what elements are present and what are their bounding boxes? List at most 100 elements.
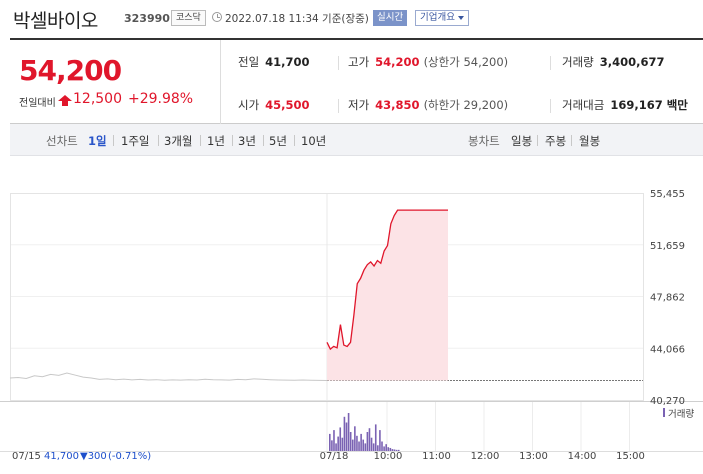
x-tick-label: 11:00 xyxy=(422,451,451,462)
today-price-line xyxy=(326,209,448,351)
divider xyxy=(550,56,551,70)
volume-bar xyxy=(377,445,379,451)
volume-bar xyxy=(331,440,333,451)
volume-bar xyxy=(362,439,365,451)
current-price-box: 54,200 전일대비 12,500 +29.98% xyxy=(10,40,221,124)
line-chart-label: 선차트 xyxy=(46,134,78,148)
y-tick-label: 51,659 xyxy=(650,241,685,252)
prev-day-change: ▼300 xyxy=(80,451,107,462)
volume-bar xyxy=(341,437,344,451)
price-chart[interactable]: 55,455 51,659 47,862 44,066 40,270 07/18 10:00… xyxy=(0,156,703,474)
clock-icon xyxy=(212,12,222,22)
volume-bar xyxy=(370,437,373,451)
period-5y[interactable]: 5년 xyxy=(269,134,287,148)
volume-bar xyxy=(339,427,342,451)
trade-amount: 거래대금 169,167 백만 xyxy=(562,97,688,113)
divider xyxy=(537,135,538,146)
price-summary: 54,200 전일대비 12,500 +29.98% 전일 41,700 고가 54… xyxy=(10,38,703,124)
volume: 거래량 3,400,677 xyxy=(562,54,665,70)
volume-bar xyxy=(356,435,358,451)
high-value: 54,200 xyxy=(375,55,420,69)
x-tick-label: 07/18 xyxy=(320,451,349,462)
period-3m[interactable]: 3개월 xyxy=(164,134,193,148)
plot-frame xyxy=(10,193,644,401)
stock-header: 박셀바이오 323990 코스닥 2022.07.18 11:34 기준(장중)… xyxy=(0,0,703,38)
upper-limit: (상한가 54,200) xyxy=(423,55,509,69)
volume-bar xyxy=(351,439,354,451)
period-1y[interactable]: 1년 xyxy=(207,134,225,148)
divider xyxy=(200,135,201,146)
diff-label: 전일대비 xyxy=(19,98,56,109)
diff-value: 12,500 xyxy=(73,91,122,107)
volume-bar xyxy=(335,443,337,451)
divider xyxy=(232,135,233,146)
current-price: 54,200 xyxy=(19,54,122,87)
volume-bar xyxy=(395,449,398,451)
volume-bar xyxy=(374,424,377,451)
open-price: 시가 45,500 xyxy=(238,97,310,113)
candle-chart-label: 봉차트 xyxy=(468,134,500,148)
low-price: 저가 43,850 (하한가 29,200) xyxy=(348,97,508,113)
volume-bar xyxy=(366,432,369,451)
volume-bar xyxy=(333,430,335,451)
candle-weekly[interactable]: 주봉 xyxy=(545,134,567,148)
volume-bar xyxy=(381,441,383,451)
realtime-button[interactable]: 실시간 xyxy=(373,10,408,26)
volume-bar xyxy=(393,449,396,451)
x-tick-label: 13:00 xyxy=(519,451,548,462)
divider xyxy=(113,135,114,146)
volume-bar xyxy=(385,444,387,451)
y-tick-label: 40,270 xyxy=(650,396,685,407)
timestamp: 2022.07.18 11:34 기준(장중) xyxy=(225,13,369,25)
period-3y[interactable]: 3년 xyxy=(238,134,256,148)
volume-bar xyxy=(347,413,350,451)
volume-bar xyxy=(345,422,348,451)
x-tick-label: 14:00 xyxy=(568,451,597,462)
period-1w[interactable]: 1주일 xyxy=(121,134,150,148)
prev-close-value: 41,700 xyxy=(265,55,310,69)
volume-bar xyxy=(383,446,385,451)
prev-day-rate: (-0.71%) xyxy=(108,451,151,462)
period-1d[interactable]: 1일 xyxy=(88,134,107,148)
prev-close-label: 전일 xyxy=(238,55,260,69)
amount-label: 거래대금 xyxy=(562,98,605,112)
volume-legend-label: 거래량 xyxy=(668,408,694,420)
open-label: 시가 xyxy=(238,98,260,112)
high-label: 고가 xyxy=(348,55,370,69)
divider xyxy=(550,99,551,113)
volume-bar xyxy=(391,449,394,451)
x-tick-label: 10:00 xyxy=(374,451,403,462)
volume-bar xyxy=(360,433,362,451)
stock-code: 323990 xyxy=(124,12,170,25)
candle-daily[interactable]: 일봉 xyxy=(511,134,533,148)
divider xyxy=(158,135,159,146)
divider xyxy=(338,99,339,113)
volume-bar xyxy=(397,449,400,451)
y-tick-label: 44,066 xyxy=(650,344,685,355)
lower-limit: (하한가 29,200) xyxy=(423,98,509,112)
candle-monthly[interactable]: 월봉 xyxy=(579,134,601,148)
chevron-down-icon xyxy=(457,15,464,20)
volume-bar xyxy=(337,436,339,451)
stock-name: 박셀바이오 xyxy=(13,10,98,32)
volume-label: 거래량 xyxy=(562,55,594,69)
volume-bar xyxy=(368,428,371,451)
period-10y[interactable]: 10년 xyxy=(301,134,327,148)
company-info-button[interactable]: 기업개요 xyxy=(415,10,469,26)
divider xyxy=(263,135,264,146)
market-badge: 코스닥 xyxy=(171,10,206,26)
x-tick-label: 12:00 xyxy=(471,451,500,462)
volume-bar xyxy=(389,447,392,451)
prev-day-date: 07/15 xyxy=(12,451,41,462)
today-area-fill xyxy=(327,210,448,381)
company-info-label: 기업개요 xyxy=(420,12,455,23)
low-label: 저가 xyxy=(348,98,370,112)
volume-bar xyxy=(354,426,356,451)
divider xyxy=(571,135,572,146)
volume-bar xyxy=(358,441,360,451)
diff-rate: +29.98% xyxy=(128,91,194,107)
volume-bar xyxy=(387,447,390,451)
prev-day-close: 41,700 xyxy=(44,451,79,462)
volume-bar xyxy=(372,443,375,451)
up-arrow-icon xyxy=(58,95,72,106)
